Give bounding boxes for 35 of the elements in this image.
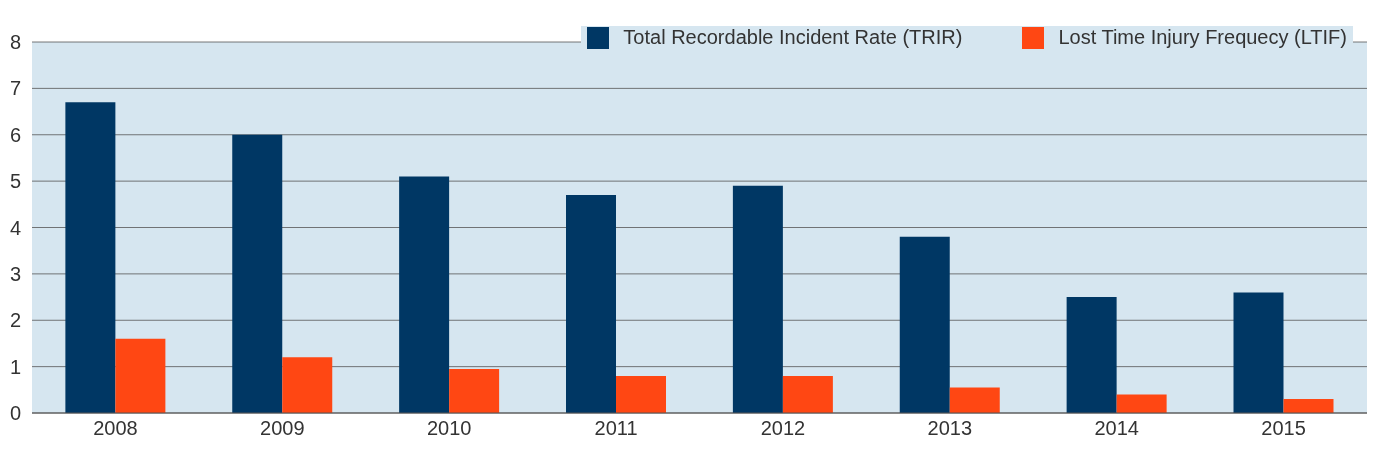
y-tick-label: 3 [10,262,22,285]
bar [1233,292,1284,413]
y-tick-label: 8 [10,31,22,54]
bar [949,387,1000,413]
bar [899,236,950,413]
bar [616,375,666,413]
y-tick-label: 2 [10,309,22,332]
x-tick-label: 2014 [1094,417,1139,440]
bar [732,185,783,413]
legend-label: Total Recordable Incident Rate (TRIR) [623,26,963,49]
legend-label: Lost Time Injury Frequecy (LTIF) [1058,26,1347,49]
bar [1283,399,1334,413]
x-tick-label: 2015 [1261,417,1306,440]
x-tick-label: 2013 [927,417,973,440]
bar [1116,394,1167,413]
bar [1066,297,1117,413]
bar [65,102,116,413]
bar [566,195,616,413]
x-tick-label: 2008 [93,417,138,440]
bar [232,134,283,413]
y-tick-label: 7 [10,77,22,100]
bar [782,375,833,413]
bar [399,176,450,413]
y-tick-label: 6 [10,123,22,146]
bar [115,338,166,413]
x-tick-label: 2010 [426,417,472,440]
y-tick-label: 4 [10,216,22,239]
y-tick-label: 5 [10,170,22,193]
y-tick-label: 1 [10,355,22,378]
bar [449,368,500,413]
x-tick-label: 2012 [760,417,806,440]
x-tick-label: 2009 [260,417,305,440]
y-tick-label: 0 [10,402,22,425]
x-tick-label: 2011 [594,417,638,440]
bar [282,357,333,413]
